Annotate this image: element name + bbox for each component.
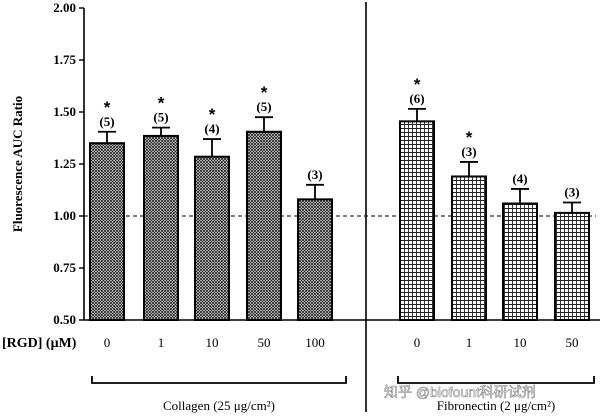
y-tick-label: 0.50 — [53, 312, 76, 327]
bar — [451, 175, 487, 321]
x-tick-label: 50 — [566, 335, 579, 350]
bar — [297, 198, 333, 321]
bars-layer — [89, 107, 590, 322]
x-tick-label: 10 — [514, 335, 527, 350]
x-axis-title: [RGD] (μM) — [2, 336, 77, 351]
bar — [194, 155, 230, 321]
significance-star: * — [104, 98, 111, 117]
y-tick-label: 1.75 — [53, 52, 76, 67]
bar — [502, 202, 538, 322]
bar — [554, 211, 590, 322]
x-tick-label: 50 — [258, 335, 271, 350]
group-label: Collagen (25 μg/cm²) — [163, 398, 275, 413]
group-label: Fibronectin (2 μg/cm²) — [437, 398, 555, 413]
n-label: (3) — [564, 184, 579, 199]
n-label: (5) — [256, 99, 271, 114]
y-tick-label: 2.00 — [53, 0, 76, 15]
x-tick-label: 0 — [414, 335, 421, 350]
y-axis-title: Fluorescence AUC Ratio — [10, 96, 25, 232]
x-tick-label: 100 — [305, 335, 325, 350]
n-label: (3) — [307, 167, 322, 182]
n-label: (3) — [461, 144, 476, 159]
bar — [399, 120, 435, 321]
significance-star: * — [261, 83, 268, 102]
n-label: (4) — [204, 121, 219, 136]
y-tick-label: 1.50 — [53, 104, 76, 119]
y-tick-label: 1.25 — [53, 156, 76, 171]
n-label: (5) — [99, 114, 114, 129]
group-bracket — [397, 376, 595, 384]
x-tick-label: 1 — [466, 335, 473, 350]
group-bracket — [91, 376, 347, 384]
significance-star: * — [466, 128, 473, 147]
y-tick-label: 0.75 — [53, 260, 76, 275]
x-tick-label: 0 — [104, 335, 111, 350]
significance-star: * — [414, 75, 421, 94]
significance-star: * — [158, 94, 165, 113]
n-label: (6) — [409, 91, 424, 106]
y-tick-label: 1.00 — [53, 208, 76, 223]
x-tick-label: 10 — [206, 335, 219, 350]
significance-star: * — [209, 105, 216, 124]
labels-layer: 0.50 0.75 1.00 1.25 1.50 1.75 2.00 Fluorescence… — [2, 0, 580, 413]
n-label: (5) — [153, 110, 168, 125]
bar — [143, 134, 179, 321]
bar — [246, 130, 282, 321]
n-label: (4) — [512, 171, 527, 186]
watermark-text: 知乎 @biofount科研试剂 — [384, 384, 536, 400]
bar — [89, 142, 125, 321]
x-tick-label: 1 — [158, 335, 165, 350]
